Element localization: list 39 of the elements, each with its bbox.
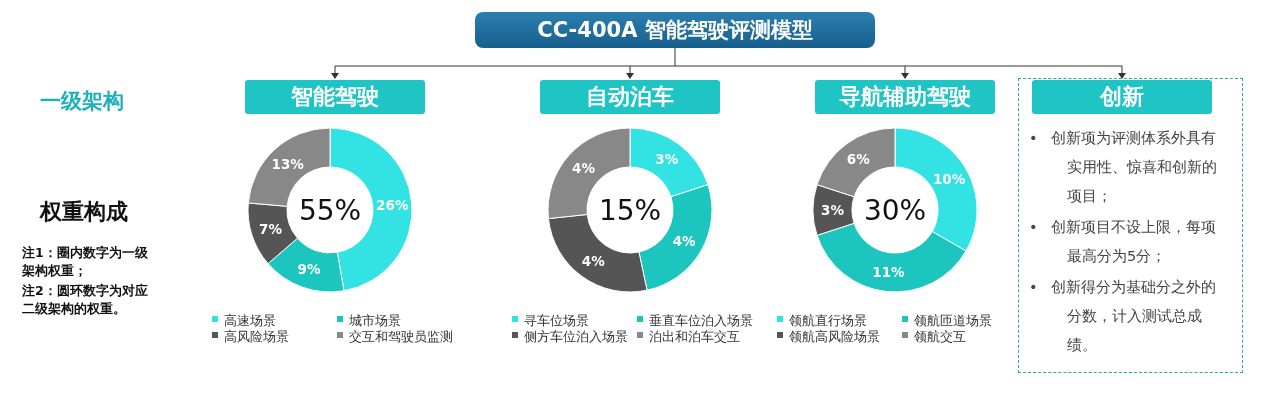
legend-label: 领航直行场景 [789,312,867,328]
data-label: 4% [581,252,606,269]
data-label: 11% [872,264,906,281]
text: 注1：圈内数字为一级架构权重； [22,244,149,281]
legend-label: 侧方车位泊入场景 [524,328,628,344]
data-label: 3% [655,151,679,168]
legend-label: 高速场景 [224,312,276,328]
text: 创新 [1032,80,1212,114]
text: CC-400A 智能驾驶评测模型 [475,12,875,48]
data-label: 4% [572,160,596,177]
legend-label: 领航交互 [914,328,966,344]
text: • 创新得分为基础分之外的分数，计入测试总成绩。 [1029,278,1218,355]
text: 30% [863,193,927,227]
data-label: 7% [259,221,283,238]
text: 注2：圆环数字为对应二级架构的权重。 [22,282,149,319]
chart-title: 自动泊车 [540,80,720,114]
legend-label: 寻车位场景 [524,312,589,328]
legend-label: 领航匝道场景 [914,312,992,328]
legend-label: 领航高风险场景 [789,328,880,344]
data-label: 9% [297,260,321,277]
data-label: 13% [271,155,305,172]
text: • 创新项为评测体系外具有实用性、惊喜和创新的项目； [1029,129,1218,206]
data-label: 3% [821,202,845,218]
data-label: 6% [846,151,871,168]
legend-label: 垂直车位泊入场景 [649,312,753,328]
data-label: 26% [376,196,409,213]
text: 15% [598,193,662,227]
legend-label: 高风险场景 [224,328,289,344]
legend-label: 交互和驾驶员监测 [349,328,453,344]
text: 权重构成 [40,198,129,226]
text: 55% [298,193,362,227]
data-label: 4% [672,233,697,250]
legend-label: 泊出和泊车交互 [649,328,740,344]
text: • 创新项目不设上限，每项最高分为5分； [1029,218,1218,266]
data-label: 10% [932,170,966,187]
text: 一级架构 [40,88,125,115]
legend-label: 城市场景 [348,312,401,328]
chart-title: 智能驾驶 [245,80,425,114]
chart-title: 导航辅助驾驶 [815,80,995,114]
